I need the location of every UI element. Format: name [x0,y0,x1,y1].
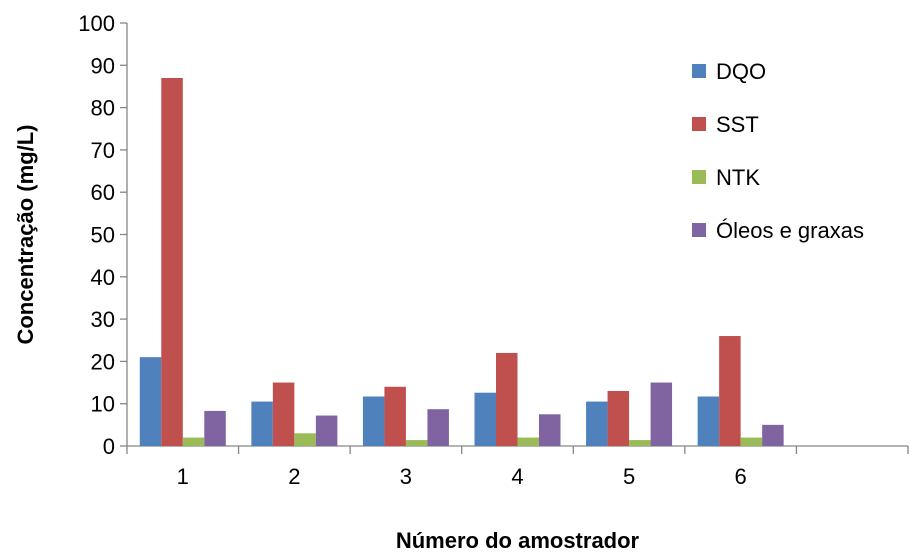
y-axis-title: Concentração (mg/L) [13,124,38,344]
bar-dqo-6 [697,396,720,446]
bar--leos-e-graxas-4 [539,414,561,446]
y-tick-label: 60 [91,180,115,205]
y-tick-label: 40 [91,265,115,290]
bar--leos-e-graxas-2 [315,415,338,446]
bar-sst-3 [384,386,406,446]
legend-label: SST [716,112,759,137]
bar-dqo-4 [474,392,496,446]
bar-dqo-2 [251,401,273,446]
tick-labels: 0 10 20 30 40 50 60 70 80 90 100 1 2 3 4 5 6 [78,11,746,489]
bar-ntk-6 [740,437,763,446]
y-tick-label: 20 [91,349,115,374]
bar-dqo-3 [362,396,385,446]
bar-ntk-1 [182,437,205,446]
legend-label: NTK [716,165,760,190]
x-tick-label: 4 [511,464,523,489]
bar-sst-6 [719,336,741,446]
y-tick-label: 10 [91,392,115,417]
legend-swatch [692,117,706,131]
bar-dqo-5 [586,401,608,446]
x-tick-label: 5 [623,464,635,489]
bar--leos-e-graxas-6 [762,424,784,446]
legend-label: DQO [716,59,766,84]
legend-swatch [692,223,706,237]
y-tick-label: 70 [91,138,115,163]
y-tick-label: 50 [91,223,115,248]
bar--leos-e-graxas-5 [650,382,673,446]
y-tick-label: 80 [91,96,115,121]
legend-label: Óleos e graxas [716,218,864,243]
bar-ntk-5 [629,440,651,446]
x-tick-label: 6 [735,464,747,489]
bar-dqo-1 [139,357,162,446]
legend-swatch [692,64,706,78]
bar-sst-4 [496,352,518,446]
bar-ntk-2 [294,433,316,446]
bar--leos-e-graxas-1 [204,410,226,446]
y-tick-label: 30 [91,307,115,332]
bar-ntk-4 [517,437,539,446]
bar-ntk-3 [405,440,428,446]
bar-sst-5 [607,391,630,446]
x-tick-label: 1 [177,464,189,489]
y-tick-label: 90 [91,53,115,78]
y-tick-label: 100 [78,11,115,36]
bar-sst-2 [272,382,295,446]
bars [139,77,784,447]
y-tick-label: 0 [103,434,115,459]
bar--leos-e-graxas-3 [427,409,449,446]
legend: DQO SST NTK Óleos e graxas [692,59,864,243]
bar-sst-1 [161,77,183,447]
x-tick-label: 2 [288,464,300,489]
x-axis-title: Número do amostrador [396,528,640,553]
legend-swatch [692,170,706,184]
x-tick-label: 3 [400,464,412,489]
